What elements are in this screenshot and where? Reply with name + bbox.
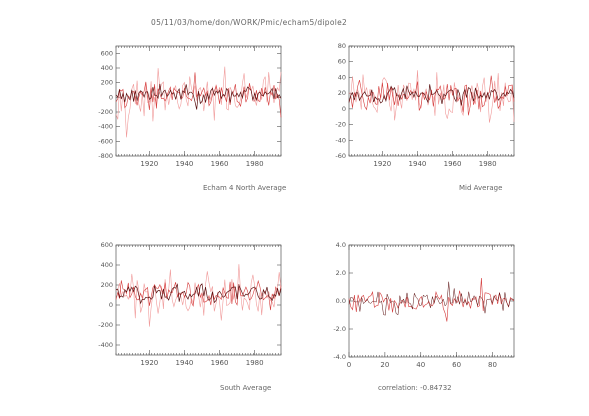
y-tick-label: 60 <box>338 58 346 66</box>
caption-north: Echam 4 North Average <box>203 184 287 192</box>
x-tick-label: 1920 <box>140 160 158 168</box>
y-tick-label: 20 <box>338 89 346 97</box>
y-tick-label: 600 <box>101 241 113 249</box>
x-tick-label: 1980 <box>246 359 264 367</box>
caption-correlation: correlation: -0.84732 <box>378 384 452 392</box>
page-title: 05/11/03/home/don/WORK/Pmic/echam5/dipol… <box>151 18 348 27</box>
y-tick-label: -800 <box>98 152 113 160</box>
chart-south: 600 400 200 0 -200 -400 1920 1940 1960 1980 <box>98 241 282 367</box>
y-tick-label: -200 <box>98 321 113 329</box>
y-tick-label: 200 <box>101 79 113 87</box>
y-tick-label: 4.0 <box>336 241 346 249</box>
x-tick-label: 40 <box>416 361 425 369</box>
chart-north: 600 400 200 0 -200 -400 -600 -800 1920 1940 1960 19… <box>98 45 282 168</box>
series-line-1 <box>348 277 515 322</box>
y-tick-label: 2.0 <box>336 269 346 277</box>
y-tick-label: 400 <box>101 261 113 269</box>
series-line-2 <box>348 75 515 116</box>
caption-south: South Average <box>220 384 272 392</box>
series-line-3 <box>115 283 282 305</box>
chart-mid: 80 60 40 20 0 -20 -40 -60 1920 1940 1960 1980 <box>335 42 515 168</box>
plot-frame <box>115 45 282 157</box>
y-tick-label: 0 <box>109 93 113 101</box>
x-tick-label: 60 <box>452 361 461 369</box>
series-line-2 <box>115 279 282 311</box>
x-tick-label: 1920 <box>373 160 391 168</box>
y-tick-label: -400 <box>98 123 113 131</box>
y-tick-label: -60 <box>335 152 346 160</box>
y-tick-label: -200 <box>98 108 113 116</box>
y-tick-label: 40 <box>338 73 346 81</box>
x-tick-label: 1980 <box>479 160 497 168</box>
y-tick-label: 600 <box>101 49 113 57</box>
y-tick-label: 0 <box>109 301 113 309</box>
y-tick-label: -400 <box>98 341 113 349</box>
y-tick-label: -20 <box>335 121 346 129</box>
x-tick-label: 20 <box>380 361 389 369</box>
y-tick-label: 200 <box>101 281 113 289</box>
caption-mid: Mid Average <box>459 184 503 192</box>
y-tick-label: -40 <box>335 136 346 144</box>
x-tick-label: 1940 <box>176 160 194 168</box>
y-tick-label: 80 <box>338 42 346 50</box>
x-tick-label: 1980 <box>246 160 264 168</box>
y-tick-label: 400 <box>101 64 113 72</box>
x-tick-label: 80 <box>488 361 497 369</box>
x-tick-label: 1960 <box>444 160 462 168</box>
x-tick-label: 1940 <box>176 359 194 367</box>
x-tick-label: 1920 <box>140 359 158 367</box>
series-line-1 <box>115 66 282 138</box>
x-tick-label: 1960 <box>211 160 229 168</box>
series-line-3 <box>115 83 282 110</box>
x-tick-label: 1960 <box>211 359 229 367</box>
y-tick-label: 0.0 <box>336 297 346 305</box>
series-line-1 <box>348 70 515 123</box>
y-tick-label: -600 <box>98 137 113 145</box>
y-tick-label: 0 <box>342 105 346 113</box>
y-tick-label: -2.0 <box>333 325 346 333</box>
x-tick-label: 1940 <box>409 160 427 168</box>
chart-correlation: 4.0 2.0 0.0 -2.0 -4.00 20 40 60 80 <box>333 241 515 369</box>
series-line-3 <box>348 84 515 106</box>
series-line-2 <box>348 281 515 316</box>
y-tick-label: -4.0 <box>333 353 346 361</box>
x-tick-label: 0 <box>347 361 351 369</box>
